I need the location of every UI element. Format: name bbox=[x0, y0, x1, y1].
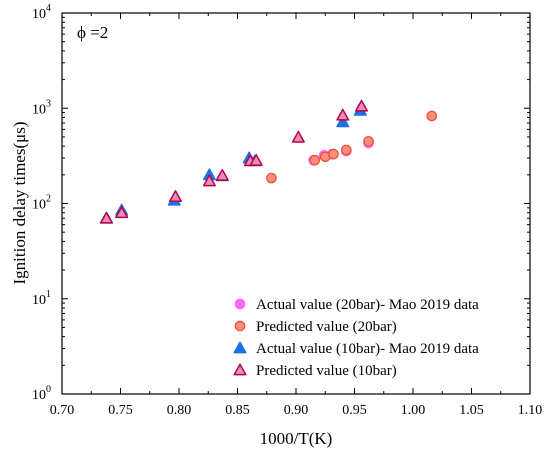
x-tick-label: 0.90 bbox=[284, 403, 309, 418]
x-axis-ticks: 0.70 0.75 0.80 0.85 0.90 0.95 1.00 1.05 1.10 bbox=[50, 13, 543, 418]
y-tick-label: 100 bbox=[32, 384, 51, 403]
legend-marker bbox=[233, 363, 247, 376]
y-axis-label: Ignition delay times(μs) bbox=[10, 121, 29, 284]
series-3-point bbox=[336, 115, 350, 128]
series-2-point bbox=[328, 148, 339, 160]
y-tick-base: 10 bbox=[32, 293, 46, 308]
x-tick-label: 1.10 bbox=[518, 403, 543, 418]
legend-marker bbox=[234, 320, 246, 332]
x-tick-label: 0.85 bbox=[225, 403, 250, 418]
series-4-point bbox=[291, 130, 305, 143]
legend: Actual value (20bar)- Mao 2019 data Predi… bbox=[233, 297, 479, 379]
x-tick-label: 1.00 bbox=[401, 403, 426, 418]
series-4-point bbox=[168, 190, 183, 203]
series-4-point bbox=[215, 168, 229, 181]
series-4-point bbox=[249, 153, 263, 166]
x-tick-label: 0.80 bbox=[167, 403, 192, 418]
x-axis-label: 1000/T(K) bbox=[260, 429, 333, 448]
series-2-point bbox=[266, 172, 277, 184]
x-tick-label: 0.95 bbox=[342, 403, 367, 418]
legend-marker bbox=[233, 341, 247, 354]
legend-label: Predicted value (20bar) bbox=[256, 319, 397, 335]
series-4-point bbox=[354, 99, 369, 112]
y-tick-label: 103 bbox=[32, 98, 51, 117]
y-tick-label: 101 bbox=[32, 289, 51, 308]
series-2-point bbox=[363, 135, 374, 147]
y-tick-exponent: 2 bbox=[46, 194, 51, 205]
y-tick-label: 102 bbox=[32, 194, 51, 213]
y-tick-base: 10 bbox=[32, 102, 46, 117]
y-tick-base: 10 bbox=[32, 198, 46, 213]
x-tick-label: 1.05 bbox=[459, 403, 484, 418]
legend-label: Actual value (10bar)- Mao 2019 data bbox=[256, 341, 479, 357]
y-tick-base: 10 bbox=[32, 7, 46, 22]
x-tick-label: 0.70 bbox=[50, 403, 75, 418]
phi-annotation: ϕ =2 bbox=[77, 23, 108, 42]
series-2-point bbox=[426, 110, 438, 122]
legend-marker bbox=[234, 298, 246, 310]
legend-label: Actual value (20bar)- Mao 2019 data bbox=[256, 297, 479, 313]
series-4-point bbox=[99, 211, 113, 224]
y-tick-label: 104 bbox=[32, 3, 51, 22]
x-tick-label: 0.75 bbox=[108, 403, 133, 418]
data-markers bbox=[99, 99, 438, 224]
y-tick-exponent: 0 bbox=[46, 384, 51, 395]
series-4-point bbox=[336, 108, 350, 121]
y-tick-exponent: 1 bbox=[46, 289, 51, 300]
y-tick-exponent: 4 bbox=[46, 3, 51, 14]
y-tick-exponent: 3 bbox=[46, 98, 51, 109]
series-2-point bbox=[309, 154, 321, 166]
series-4-point bbox=[115, 206, 129, 219]
y-tick-base: 10 bbox=[32, 388, 46, 403]
series-2-point bbox=[340, 144, 352, 156]
series-4-point bbox=[202, 174, 216, 187]
legend-label: Predicted value (10bar) bbox=[256, 363, 397, 379]
plot-frame bbox=[61, 12, 531, 395]
